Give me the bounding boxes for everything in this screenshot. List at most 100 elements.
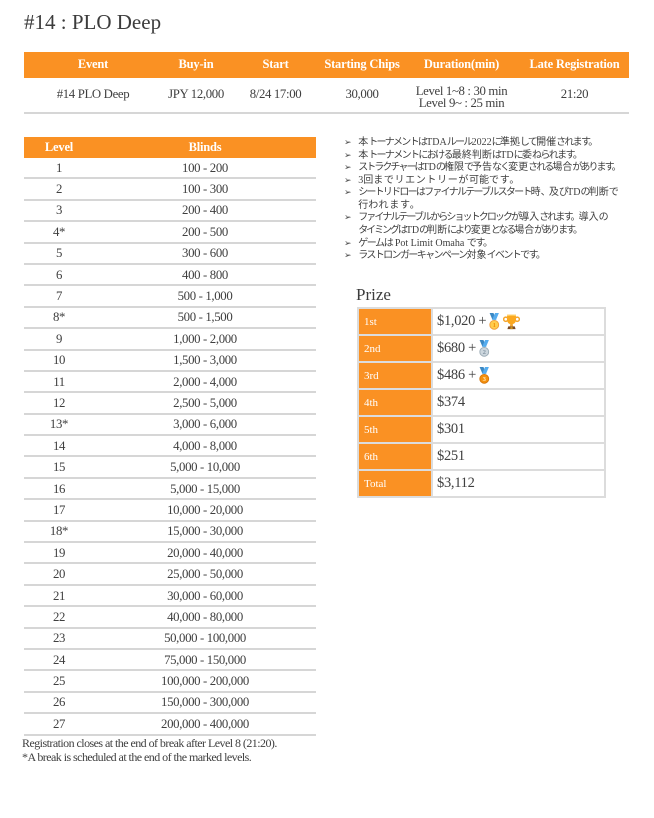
prize-place-cell: 5th (357, 415, 433, 444)
level-row: 2 100 - 300 (24, 179, 316, 201)
rule-text: ファイナルテーブルからショットクロックが導入されます。導入の タイミングはTDの判… (358, 212, 608, 236)
level-row: 18* 15,000 - 30,000 (24, 522, 316, 544)
level-row: 19 20,000 - 40,000 (24, 543, 316, 565)
rule-item: ➢ 本トーナメントにおける最終判断はTDに委ねられます。 (344, 150, 654, 163)
event-name-cell: #14 PLO Deep (56, 87, 130, 102)
level-row: 16 5,000 - 15,000 (24, 479, 316, 501)
event-start-cell: 8/24 17:00 (249, 87, 302, 102)
prize-value-cell: $301 (431, 415, 606, 444)
level-blinds-cell: 40,000 - 80,000 (167, 609, 243, 624)
level-number-cell: 4* (52, 224, 66, 239)
level-blinds-cell: 300 - 600 (182, 246, 228, 261)
level-blinds-cell: 3,000 - 6,000 (173, 417, 237, 432)
prize-value-cell: $486 + (431, 361, 606, 390)
level-row: 8* 500 - 1,500 (24, 308, 316, 330)
silver-medal-icon (478, 340, 491, 357)
level-row: 27 200,000 - 400,000 (24, 714, 316, 736)
level-number-cell: 21 (52, 588, 66, 603)
prize-amount: $301 (437, 421, 465, 437)
prize-row: 6th $251 (357, 442, 606, 471)
level-row: 14 4,000 - 8,000 (24, 436, 316, 458)
prize-row: 4th $374 (357, 388, 606, 417)
level-number-cell: 3 (55, 203, 63, 218)
prize-place-cell: 4th (357, 388, 433, 417)
level-number-cell: 23 (52, 631, 66, 646)
prize-row: 2nd $680 + (357, 334, 606, 363)
event-buyin-cell: JPY 12,000 (168, 87, 224, 102)
level-blinds-cell: 500 - 1,500 (177, 310, 233, 325)
prize-place-cell: 6th (357, 442, 433, 471)
event-header-start: Start (262, 57, 289, 71)
prize-amount: $486 + (437, 367, 477, 383)
level-blinds-cell: 5,000 - 10,000 (170, 460, 240, 475)
rule-text: 本トーナメントにおける最終判断はTDに委ねられます。 (358, 149, 583, 161)
level-blinds-cell: 15,000 - 30,000 (167, 524, 243, 539)
rule-text: 3回までリエントリーが可能です。 (358, 174, 520, 186)
level-row: 6 400 - 800 (24, 265, 316, 287)
level-row: 23 50,000 - 100,000 (24, 629, 316, 650)
level-number-cell: 11 (53, 374, 65, 389)
level-blinds-cell: 10,000 - 20,000 (167, 502, 243, 517)
rule-item: ➢ ゲームは Pot Limit Omaha です。 (344, 238, 654, 251)
level-number-cell: 19 (52, 545, 66, 560)
level-number-cell: 12 (52, 395, 66, 410)
prize-value-cell: $374 (431, 388, 606, 417)
rule-item: ➢ ラストロンガーキャンペーン対象イベントです。 (344, 250, 654, 263)
gold-medal-icon (488, 313, 501, 330)
footnote-break-schedule: *A break is scheduled at the end of the … (22, 749, 252, 764)
arrow-bullet-icon: ➢ (344, 163, 352, 174)
level-row: 1 100 - 200 (24, 158, 316, 180)
arrow-bullet-icon: ➢ (344, 251, 352, 262)
level-number-cell: 25 (52, 674, 66, 689)
level-number-cell: 24 (52, 652, 66, 667)
level-number-cell: 8* (52, 310, 66, 325)
level-row: 25 100,000 - 200,000 (24, 671, 316, 693)
level-row: 15 5,000 - 10,000 (24, 457, 316, 479)
event-header-late-registration: Late Registration (529, 57, 620, 71)
level-row: 20 25,000 - 50,000 (24, 564, 316, 586)
level-blinds-cell: 20,000 - 40,000 (167, 545, 243, 560)
level-row: 22 40,000 - 80,000 (24, 607, 316, 629)
level-number-cell: 20 (52, 567, 66, 582)
level-number-cell: 5 (55, 246, 63, 261)
arrow-bullet-icon: ➢ (344, 175, 352, 186)
level-blinds-cell: 4,000 - 8,000 (173, 438, 237, 453)
levels-header-level: Level (44, 139, 74, 154)
level-blinds-cell: 200,000 - 400,000 (161, 716, 249, 731)
level-row: 3 200 - 400 (24, 201, 316, 223)
level-blinds-cell: 100 - 300 (182, 182, 228, 197)
rule-item: ➢ ファイナルテーブルからショットクロックが導入されます。導入の タイミングはTD… (344, 212, 654, 237)
prize-amount: $3,112 (437, 475, 475, 491)
prize-value-cell: $680 + (431, 334, 606, 363)
event-header-starting-chips: Starting Chips (324, 57, 400, 71)
prize-value-cell: $251 (431, 442, 606, 471)
level-row: 7 500 - 1,000 (24, 286, 316, 308)
level-row: 21 30,000 - 60,000 (24, 586, 316, 608)
event-latereg-cell: 21:20 (560, 87, 589, 102)
level-blinds-cell: 30,000 - 60,000 (167, 588, 243, 603)
prize-heading: Prize (356, 285, 391, 304)
level-blinds-cell: 5,000 - 15,000 (170, 481, 240, 496)
level-row: 24 75,000 - 150,000 (24, 650, 316, 672)
level-row: 12 2,500 - 5,000 (24, 393, 316, 415)
prize-row: 1st $1,020 + (357, 307, 606, 336)
level-row: 5 300 - 600 (24, 244, 316, 265)
level-number-cell: 14 (52, 438, 66, 453)
prize-place-cell: Total (357, 469, 433, 498)
level-blinds-cell: 400 - 800 (182, 267, 228, 282)
level-row: 9 1,000 - 2,000 (24, 329, 316, 351)
blind-levels-table: Level Blinds 1 100 - 200 2 100 - 300 3 2… (24, 136, 316, 736)
event-header-duration: Duration(min) (423, 57, 500, 71)
prize-row: Total $3,112 (357, 469, 606, 498)
event-duration-cell: Level 1~8 : 30 min Level 9~ : 25 min (415, 83, 508, 111)
level-row: 10 1,500 - 3,000 (24, 351, 316, 372)
trophy-icon (503, 314, 520, 330)
level-blinds-cell: 100 - 200 (182, 160, 228, 175)
bronze-medal-icon (478, 367, 491, 384)
arrow-bullet-icon: ➢ (344, 138, 352, 148)
level-number-cell: 16 (52, 481, 66, 496)
rule-item: ➢ シートリドローはファイナルテーブルスタート時、及びTDの判断で 行われます。 (344, 187, 654, 212)
level-number-cell: 2 (55, 182, 63, 197)
prize-place-cell: 3rd (357, 361, 433, 390)
level-row: 17 10,000 - 20,000 (24, 500, 316, 522)
